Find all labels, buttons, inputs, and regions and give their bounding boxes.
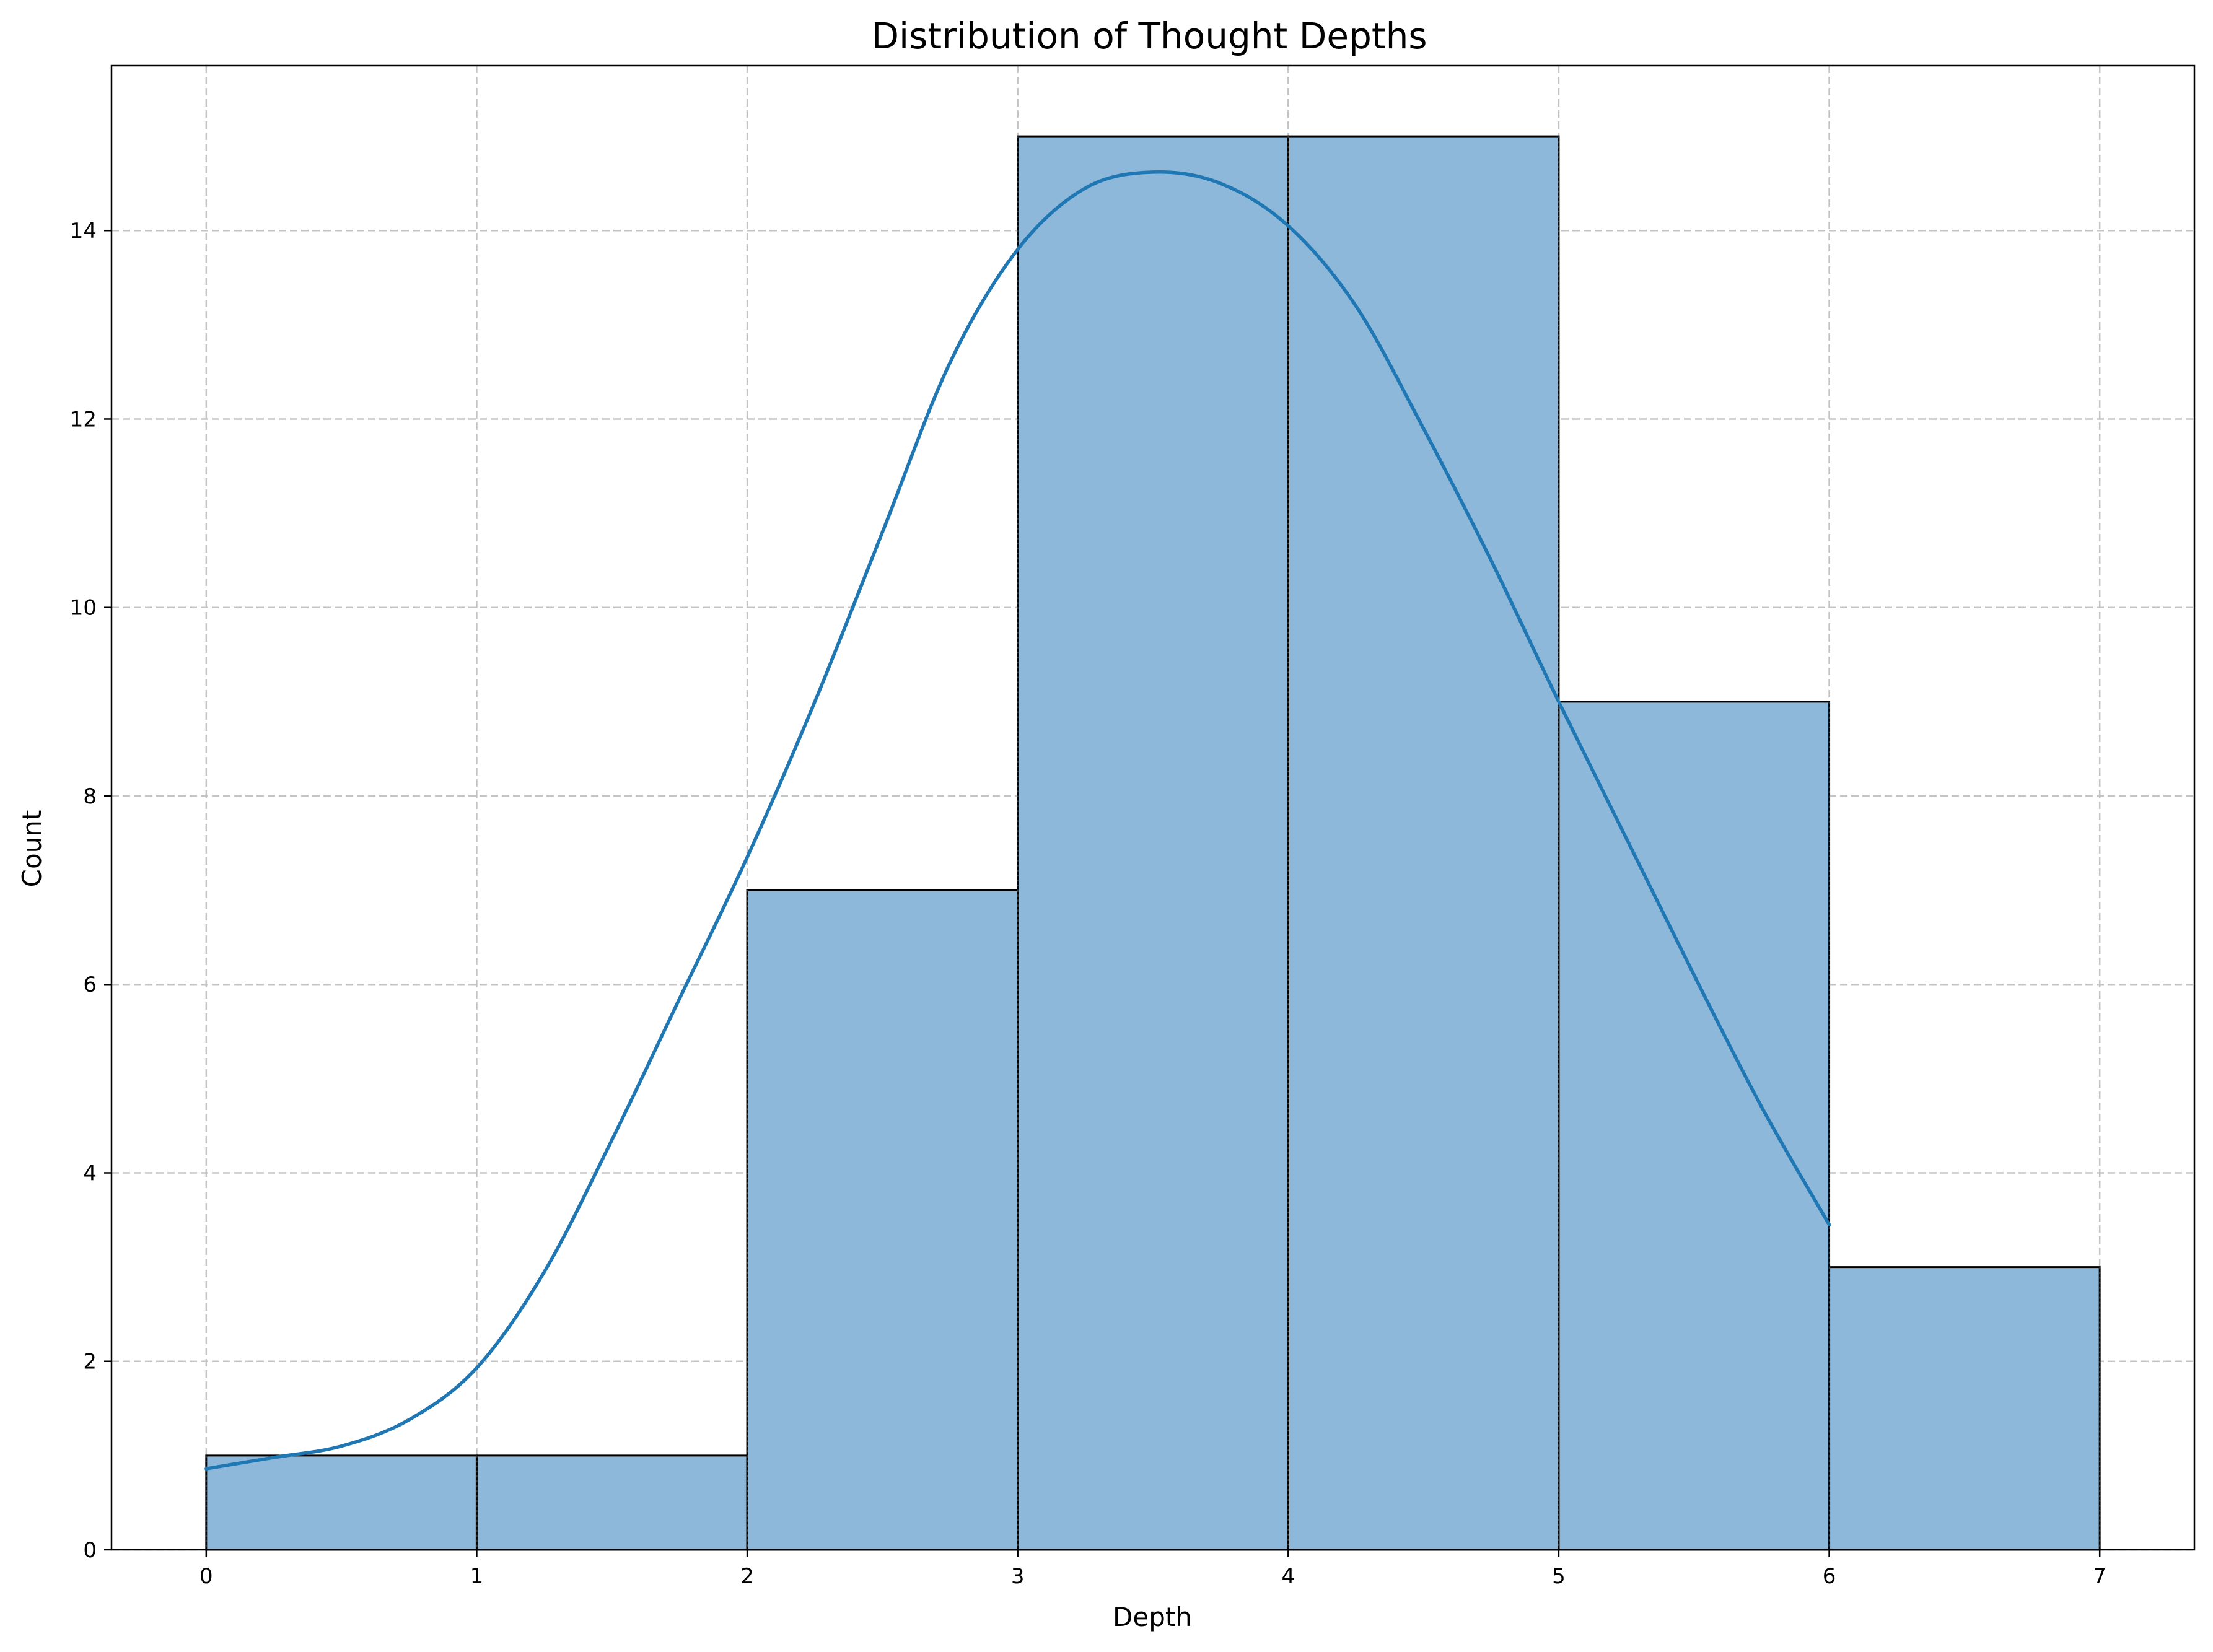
y-axis-ticks: 0 2 4 6 8 10 12 14 bbox=[70, 219, 112, 1563]
x-tick-label: 5 bbox=[1552, 1564, 1566, 1589]
x-tick-label: 1 bbox=[470, 1564, 484, 1589]
histogram-bar-6 bbox=[1828, 1266, 2101, 1551]
y-axis-label: Count bbox=[17, 810, 47, 888]
y-tick-label: 12 bbox=[70, 407, 97, 432]
x-tick-label: 2 bbox=[740, 1564, 754, 1589]
x-tick-label: 4 bbox=[1281, 1564, 1295, 1589]
histogram-bar-4 bbox=[1287, 135, 1560, 1551]
x-tick-label: 3 bbox=[1011, 1564, 1025, 1589]
histogram-bar-1 bbox=[475, 1454, 748, 1551]
y-tick-label: 6 bbox=[83, 972, 97, 997]
plot-frame bbox=[110, 64, 2196, 1551]
histogram-bar-0 bbox=[205, 1454, 478, 1551]
x-tick-label: 7 bbox=[2093, 1564, 2106, 1589]
y-tick-label: 8 bbox=[83, 784, 97, 809]
histogram-bars bbox=[205, 135, 2101, 1551]
x-tick-label: 0 bbox=[199, 1564, 213, 1589]
histogram-bar-2 bbox=[746, 889, 1019, 1551]
y-tick-label: 4 bbox=[83, 1161, 97, 1186]
histogram-bar-5 bbox=[1558, 701, 1831, 1551]
x-axis-label: Depth bbox=[1113, 1602, 1192, 1632]
kde-curve-group bbox=[204, 170, 1831, 1471]
histogram-bar-3 bbox=[1017, 135, 1289, 1551]
kde-curve bbox=[204, 170, 1831, 1471]
x-tick-label: 6 bbox=[1823, 1564, 1836, 1589]
y-tick-label: 2 bbox=[83, 1350, 97, 1374]
chart-title: Distribution of Thought Depths bbox=[871, 15, 1427, 57]
y-tick-label: 10 bbox=[70, 596, 97, 621]
y-tick-label: 0 bbox=[83, 1538, 97, 1563]
x-axis-ticks: 0 1 2 3 4 5 6 7 bbox=[199, 1550, 2106, 1589]
y-tick-label: 14 bbox=[70, 219, 97, 243]
